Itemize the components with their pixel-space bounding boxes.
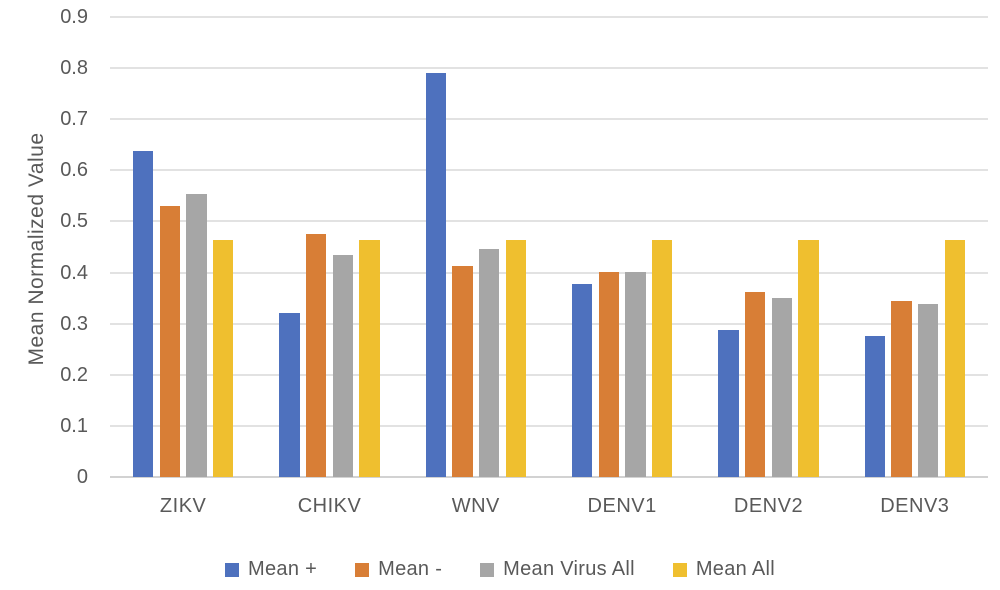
y-tick-label: 0.2 [60,363,88,386]
y-tick-label: 0 [76,466,88,488]
bar-denv1-series-2 [625,272,646,477]
x-category-label: ZIKV [159,495,207,517]
bar-denv2-series-1 [744,292,766,477]
y-tick-label: 0.8 [60,57,88,80]
legend-swatch-icon [672,562,687,577]
bar-zikv-series-0 [132,150,154,477]
gridline [110,322,988,325]
legend-item: Mean + [225,558,317,581]
bar-wnv-series-1 [452,266,473,477]
legend-label: Mean - [378,558,443,580]
x-category-label: DENV2 [733,495,804,517]
bar-denv3-series-0 [864,335,886,477]
bar-denv3-series-2 [917,304,939,477]
x-category-label: DENV3 [880,495,950,517]
bar-denv1-series-0 [571,283,593,477]
bar-wnv-series-0 [425,73,447,477]
bar-zikv-series-2 [186,194,207,477]
legend-label: Mean All [695,558,775,580]
bar-denv1-series-1 [598,272,620,477]
y-tick-label: 0.3 [60,312,88,335]
legend-item: Mean All [672,558,775,581]
y-tick-label: 0.4 [60,261,88,284]
bar-chikv-series-1 [305,234,327,477]
bar-chikv-series-3 [359,240,380,477]
bar-wnv-series-3 [505,240,527,477]
gridline [110,118,988,121]
x-category-label: CHIKV [297,495,362,517]
gridline [110,271,988,274]
legend-label: Mean + [248,558,318,580]
y-tick-label: 0.6 [60,159,88,182]
bar-wnv-series-2 [478,248,500,477]
bar-zikv-series-1 [159,206,181,477]
bar-zikv-series-3 [212,240,234,477]
bar-denv3-series-1 [891,301,912,477]
bar-denv2-series-2 [771,298,793,477]
gridline [110,373,988,376]
legend-swatch-icon [355,562,370,577]
legend-swatch-icon [225,562,240,577]
y-tick-label: 0.5 [60,210,88,233]
bar-chikv-series-2 [332,254,354,477]
gridline [110,67,988,70]
gridline [110,169,988,172]
x-category-label: DENV1 [587,495,657,517]
gridline [110,16,988,18]
legend-label: Mean Virus All [503,558,635,580]
legend-item: Mean Virus All [480,558,635,581]
y-tick-label: 0.9 [60,6,88,28]
y-tick-label: 0.7 [60,108,88,131]
bar-denv2-series-0 [718,330,739,477]
bar-denv3-series-3 [944,240,966,477]
y-tick-label: 0.1 [60,414,88,437]
legend-item: Mean - [355,558,442,581]
x-category-label: WNV [451,495,500,517]
legend-swatch-icon [480,562,495,577]
legend: Mean + Mean - Mean Virus All Mean All [0,558,1000,581]
bar-chikv-series-0 [279,312,300,477]
gridline [110,424,988,427]
x-axis-line [110,476,988,478]
bar-denv2-series-3 [798,240,819,477]
gridline [110,220,988,223]
bar-denv1-series-3 [651,240,673,477]
